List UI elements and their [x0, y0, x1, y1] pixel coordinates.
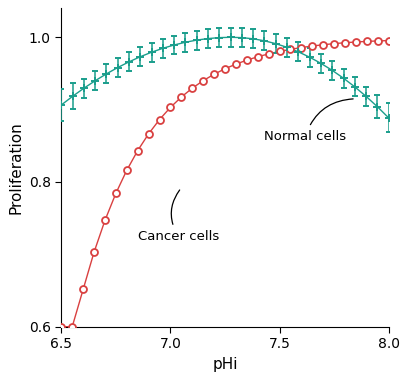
Text: Normal cells: Normal cells [264, 99, 353, 143]
Text: Cancer cells: Cancer cells [137, 190, 219, 243]
Y-axis label: Proliferation: Proliferation [8, 121, 23, 214]
X-axis label: pHi: pHi [212, 357, 238, 372]
